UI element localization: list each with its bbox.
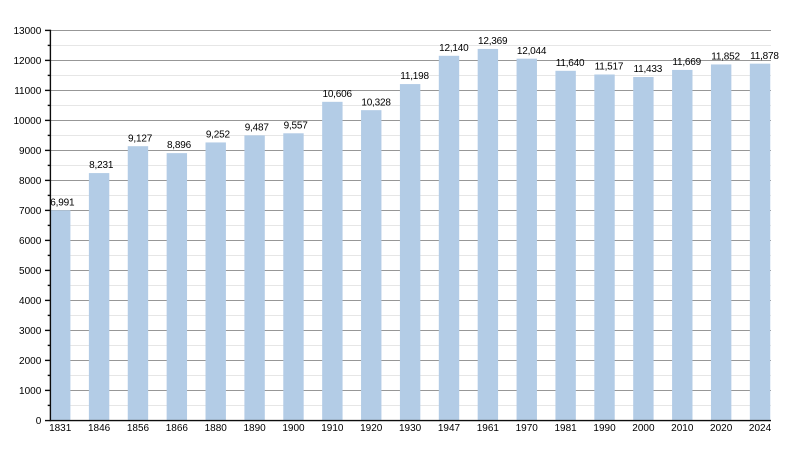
svg-text:1866: 1866 <box>166 423 189 434</box>
svg-text:1930: 1930 <box>399 423 422 434</box>
svg-text:9,252: 9,252 <box>206 130 231 141</box>
svg-text:9,557: 9,557 <box>284 120 309 131</box>
svg-text:1970: 1970 <box>516 423 539 434</box>
svg-text:1831: 1831 <box>49 423 72 434</box>
svg-text:8,896: 8,896 <box>167 140 192 151</box>
svg-text:1000: 1000 <box>19 386 42 397</box>
svg-text:12,044: 12,044 <box>517 46 547 57</box>
svg-text:1880: 1880 <box>205 423 228 434</box>
svg-text:1846: 1846 <box>88 423 111 434</box>
svg-text:11,433: 11,433 <box>634 64 663 75</box>
svg-text:1990: 1990 <box>593 423 616 434</box>
svg-text:6000: 6000 <box>19 236 42 247</box>
svg-text:2010: 2010 <box>671 423 694 434</box>
svg-text:9,487: 9,487 <box>245 122 270 133</box>
svg-text:6,991: 6,991 <box>50 197 75 208</box>
svg-text:7000: 7000 <box>19 206 42 217</box>
svg-text:3000: 3000 <box>19 326 42 337</box>
svg-text:1890: 1890 <box>243 423 266 434</box>
svg-text:12000: 12000 <box>13 56 41 67</box>
svg-text:2020: 2020 <box>710 423 733 434</box>
svg-text:2024: 2024 <box>749 423 772 434</box>
svg-text:11,517: 11,517 <box>595 62 624 73</box>
svg-text:1981: 1981 <box>555 423 578 434</box>
svg-text:11,669: 11,669 <box>672 57 701 68</box>
svg-text:12,369: 12,369 <box>478 36 508 47</box>
svg-text:11000: 11000 <box>14 86 42 97</box>
svg-text:11,878: 11,878 <box>750 51 779 62</box>
svg-text:1900: 1900 <box>282 423 305 434</box>
svg-text:1920: 1920 <box>360 423 383 434</box>
svg-text:8000: 8000 <box>19 176 42 187</box>
svg-text:5000: 5000 <box>19 266 42 277</box>
svg-text:12,140: 12,140 <box>439 43 469 54</box>
svg-text:11,640: 11,640 <box>556 58 585 69</box>
svg-text:1910: 1910 <box>321 423 344 434</box>
svg-text:1856: 1856 <box>127 423 150 434</box>
svg-text:1961: 1961 <box>477 423 500 434</box>
svg-text:9,127: 9,127 <box>128 133 153 144</box>
svg-text:10,328: 10,328 <box>361 97 391 108</box>
svg-text:10,606: 10,606 <box>322 89 352 100</box>
svg-text:2000: 2000 <box>19 356 42 367</box>
svg-text:10000: 10000 <box>13 116 41 127</box>
svg-text:0: 0 <box>36 416 42 427</box>
svg-text:13000: 13000 <box>13 26 41 37</box>
svg-text:8,231: 8,231 <box>89 160 114 171</box>
svg-text:2000: 2000 <box>632 423 655 434</box>
svg-text:11,852: 11,852 <box>711 52 740 63</box>
svg-text:11,198: 11,198 <box>400 71 429 82</box>
svg-text:9000: 9000 <box>19 146 42 157</box>
svg-text:1947: 1947 <box>438 423 461 434</box>
svg-text:4000: 4000 <box>19 296 42 307</box>
